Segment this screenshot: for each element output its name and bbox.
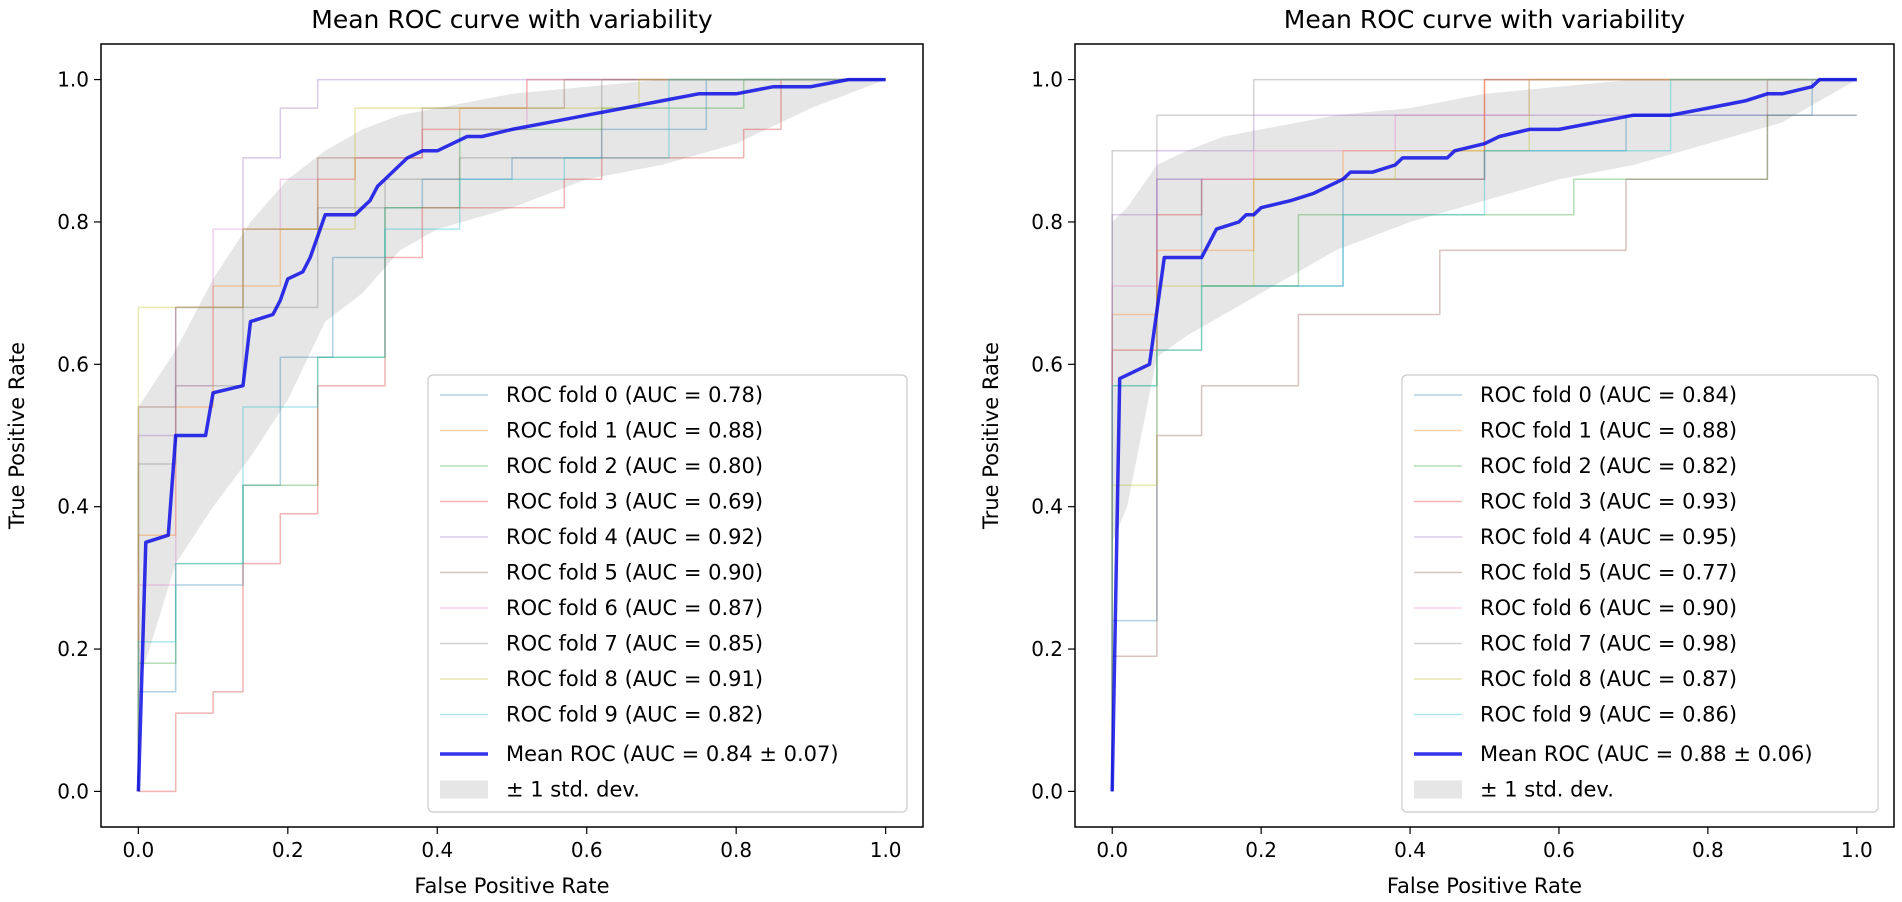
y-tick-label: 0.4 <box>1031 495 1063 519</box>
y-tick-label: 0.0 <box>1031 779 1063 803</box>
x-tick-label: 0.0 <box>1096 838 1128 862</box>
legend-entry: ROC fold 6 (AUC = 0.87) <box>506 596 763 620</box>
legend-swatch-band <box>440 780 488 799</box>
roc-fold-line-6 <box>1111 78 1857 792</box>
chart-panel-0: 0.0 0.2 0.4 0.6 0.8 1.0 0.0 0.2 0.4 0.6 0.8 1.0 Mean… <box>5 5 924 898</box>
std-band <box>138 79 886 685</box>
roc-fold-line-7 <box>1111 78 1857 792</box>
roc-fold-line-4 <box>137 78 886 792</box>
legend-entry: ROC fold 0 (AUC = 0.84) <box>1480 383 1737 407</box>
chart-title: Mean ROC curve with variability <box>311 5 713 34</box>
legend-entry: ROC fold 2 (AUC = 0.80) <box>506 454 763 478</box>
axes-frame <box>1074 43 1895 828</box>
x-tick-label: 1.0 <box>1841 838 1873 862</box>
chart-title: Mean ROC curve with variability <box>1284 5 1686 34</box>
roc-fold-line-9 <box>137 78 886 792</box>
roc-fold-line-2 <box>137 78 886 792</box>
x-tick-label: 0.2 <box>1245 838 1277 862</box>
roc-fold-line-9 <box>1111 78 1857 792</box>
x-tick-label: 0.4 <box>1394 838 1426 862</box>
x-axis-label: False Positive Rate <box>1387 874 1582 898</box>
x-tick-label: 0.0 <box>122 838 154 862</box>
legend-entry: ROC fold 8 (AUC = 0.87) <box>1480 667 1737 691</box>
y-axis-label: True Positive Rate <box>5 342 29 530</box>
roc-fold-line-8 <box>1111 78 1857 792</box>
legend-entry: ROC fold 5 (AUC = 0.90) <box>506 561 763 585</box>
legend-entry: Mean ROC (AUC = 0.88 ± 0.06) <box>1480 742 1813 766</box>
legend-entry: ROC fold 0 (AUC = 0.78) <box>506 383 763 407</box>
legend-swatch-band <box>1414 780 1462 799</box>
legend-entry: ROC fold 1 (AUC = 0.88) <box>506 419 763 443</box>
y-tick-label: 0.0 <box>57 779 89 803</box>
plot-area <box>136 77 886 793</box>
y-tick-label: 1.0 <box>57 68 89 92</box>
x-tick-label: 0.6 <box>1543 838 1575 862</box>
mean-roc-line <box>136 77 886 792</box>
y-tick-label: 0.2 <box>57 637 89 661</box>
legend-box <box>1401 374 1879 813</box>
y-axis-label: True Positive Rate <box>979 342 1003 530</box>
legend-entry: ROC fold 9 (AUC = 0.86) <box>1480 703 1737 727</box>
y-tick-label: 0.4 <box>57 495 89 519</box>
chart-panel-1: 0.0 0.2 0.4 0.6 0.8 1.0 0.0 0.2 0.4 0.6 0.8 1.0 Mean… <box>979 5 1895 898</box>
legend-entry: ROC fold 1 (AUC = 0.88) <box>1480 419 1737 443</box>
y-tick-label: 1.0 <box>1031 68 1063 92</box>
y-tick-label: 0.6 <box>57 352 89 376</box>
roc-fold-line-8 <box>137 78 886 792</box>
plot-area <box>1110 77 1857 792</box>
legend-entry: ROC fold 4 (AUC = 0.95) <box>1480 525 1737 549</box>
roc-fold-line-6 <box>137 78 886 792</box>
roc-fold-line-2 <box>1111 114 1857 792</box>
y-tick-label: 0.8 <box>57 210 89 234</box>
legend-entry: ROC fold 5 (AUC = 0.77) <box>1480 561 1737 585</box>
x-tick-label: 0.2 <box>272 838 304 862</box>
x-tick-label: 0.8 <box>720 838 752 862</box>
x-axis-label: False Positive Rate <box>414 874 609 898</box>
roc-fold-line-4 <box>1111 114 1857 792</box>
legend-entry: ROC fold 9 (AUC = 0.82) <box>506 703 763 727</box>
legend: ROC fold 0 (AUC = 0.78) ROC fold 1 (AUC =… <box>427 374 908 813</box>
y-tick-label: 0.6 <box>1031 352 1063 376</box>
x-tick-label: 0.8 <box>1692 838 1724 862</box>
legend-entry: ROC fold 6 (AUC = 0.90) <box>1480 596 1737 620</box>
std-band <box>1112 79 1857 543</box>
roc-fold-line-1 <box>137 78 886 792</box>
legend-entry: ROC fold 7 (AUC = 0.85) <box>506 632 763 656</box>
y-tick-label: 0.2 <box>1031 637 1063 661</box>
roc-fold-line-5 <box>137 78 886 792</box>
legend-entry: ROC fold 4 (AUC = 0.92) <box>506 525 763 549</box>
legend-entry: ROC fold 2 (AUC = 0.82) <box>1480 454 1737 478</box>
roc-fold-line-3 <box>1111 78 1857 792</box>
roc-fold-line-5 <box>1111 78 1857 792</box>
legend-entry: ± 1 std. dev. <box>506 778 640 802</box>
mean-roc-line <box>1110 77 1857 792</box>
legend-entry: ± 1 std. dev. <box>1480 778 1614 802</box>
legend: ROC fold 0 (AUC = 0.84) ROC fold 1 (AUC =… <box>1401 374 1879 813</box>
legend-entry: ROC fold 8 (AUC = 0.91) <box>506 667 763 691</box>
legend-entry: ROC fold 3 (AUC = 0.69) <box>506 490 763 514</box>
roc-fold-line-0 <box>137 78 886 792</box>
legend-entry: ROC fold 7 (AUC = 0.98) <box>1480 632 1737 656</box>
axes-frame <box>100 43 924 828</box>
x-tick-label: 0.6 <box>571 838 603 862</box>
legend-entry: Mean ROC (AUC = 0.84 ± 0.07) <box>506 742 839 766</box>
x-tick-label: 1.0 <box>870 838 902 862</box>
roc-fold-line-1 <box>1111 78 1857 792</box>
x-tick-label: 0.4 <box>421 838 453 862</box>
y-tick-label: 0.8 <box>1031 210 1063 234</box>
legend-entry: ROC fold 3 (AUC = 0.93) <box>1480 490 1737 514</box>
legend-box <box>427 374 908 813</box>
roc-fold-line-3 <box>138 78 886 793</box>
